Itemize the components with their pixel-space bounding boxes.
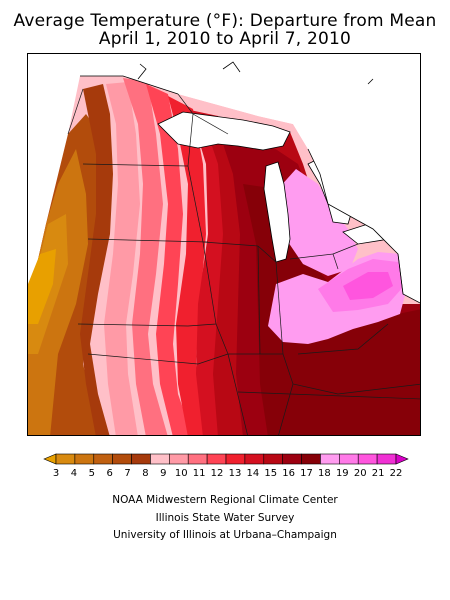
band-20 [343, 272, 393, 300]
legend-tick-label: 19 [336, 468, 349, 479]
legend-tick-label: 14 [246, 468, 259, 479]
band-8 [80, 84, 113, 435]
legend-tick-label: 7 [124, 468, 130, 479]
legend-tick-label: 20 [354, 468, 367, 479]
legend-swatch [357, 453, 378, 465]
credit-noaa: NOAA Midwestern Regional Climate Center [112, 494, 338, 506]
legend-tick-label: 9 [160, 468, 166, 479]
map-title: Average Temperature (°F): Departure from… [13, 11, 437, 31]
legend-swatch [93, 453, 113, 465]
legend-swatch [169, 453, 189, 465]
legend-arrow-low [43, 453, 57, 465]
legend-tick-label: 6 [106, 468, 112, 479]
legend-tick-label: 8 [142, 468, 148, 479]
legend-tick-label: 11 [193, 468, 206, 479]
legend-swatch [263, 453, 283, 465]
legend-swatch [206, 453, 227, 465]
legend-swatch [131, 453, 151, 465]
state-borders [67, 88, 420, 435]
legend-tick-label: 21 [372, 468, 385, 479]
legend-tick-label: 13 [229, 468, 242, 479]
legend-swatch [244, 453, 265, 465]
legend-tick-label: 15 [264, 468, 277, 479]
coastlines [80, 61, 420, 304]
legend-swatch [55, 453, 76, 465]
legend-tick-label: 3 [53, 468, 59, 479]
legend-tick-label: 4 [71, 468, 77, 479]
legend-swatch [112, 453, 132, 465]
legend-tick-label: 12 [211, 468, 224, 479]
legend-tick-label: 5 [89, 468, 95, 479]
legend-tick-label: 17 [300, 468, 313, 479]
legend-swatch [150, 453, 170, 465]
legend-swatch [225, 453, 246, 465]
legend-swatch [376, 453, 397, 465]
legend-arrow-high [395, 453, 409, 465]
legend-tick-label: 16 [282, 468, 295, 479]
legend-swatch [282, 453, 302, 465]
map-date-range: April 1, 2010 to April 7, 2010 [98, 29, 352, 49]
legend-tick-label: 22 [390, 468, 403, 479]
band-13 [168, 96, 206, 435]
band-12 [146, 84, 193, 435]
legend-tick-label: 10 [175, 468, 188, 479]
legend-swatch [320, 453, 340, 465]
legend-swatch [339, 453, 359, 465]
legend-swatch [74, 453, 95, 465]
legend-swatch [187, 453, 208, 465]
legend-swatch [301, 453, 321, 465]
lake-michigan [263, 161, 291, 263]
legend-tick-label: 18 [318, 468, 331, 479]
band-3 [28, 249, 56, 324]
band-11 [123, 78, 168, 435]
color-legend: 3 4 5 6 7 8 9 10 11 12 13 14 15 16 17 18 19 20 21 22 [0, 448, 450, 488]
credit-isws: Illinois State Water Survey [155, 512, 295, 524]
temperature-departure-map [27, 53, 421, 436]
canada-area [80, 54, 420, 303]
credit-uiuc: University of Illinois at Urbana–Champai… [113, 529, 337, 541]
lake-superior [157, 111, 291, 151]
band-10 [104, 82, 140, 435]
band-18-michigan [278, 169, 358, 276]
